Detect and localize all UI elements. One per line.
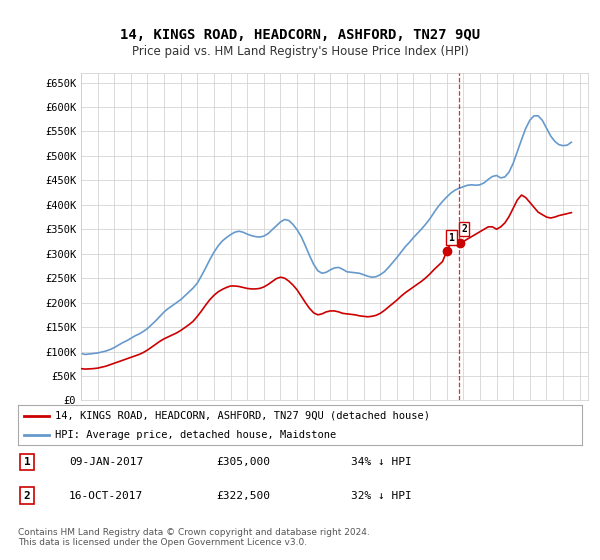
Text: 16-OCT-2017: 16-OCT-2017 [69,491,143,501]
Text: Contains HM Land Registry data © Crown copyright and database right 2024.
This d: Contains HM Land Registry data © Crown c… [18,528,370,547]
Text: Price paid vs. HM Land Registry's House Price Index (HPI): Price paid vs. HM Land Registry's House … [131,45,469,58]
Text: 09-JAN-2017: 09-JAN-2017 [69,457,143,467]
Text: 34% ↓ HPI: 34% ↓ HPI [351,457,412,467]
Text: 2: 2 [461,224,467,234]
Text: 2: 2 [23,491,31,501]
Text: 1: 1 [449,232,454,242]
Text: £322,500: £322,500 [216,491,270,501]
Text: 14, KINGS ROAD, HEADCORN, ASHFORD, TN27 9QU: 14, KINGS ROAD, HEADCORN, ASHFORD, TN27 … [120,28,480,42]
Text: 32% ↓ HPI: 32% ↓ HPI [351,491,412,501]
Text: HPI: Average price, detached house, Maidstone: HPI: Average price, detached house, Maid… [55,430,336,440]
Text: 1: 1 [23,457,31,467]
Text: 14, KINGS ROAD, HEADCORN, ASHFORD, TN27 9QU (detached house): 14, KINGS ROAD, HEADCORN, ASHFORD, TN27 … [55,411,430,421]
Text: £305,000: £305,000 [216,457,270,467]
